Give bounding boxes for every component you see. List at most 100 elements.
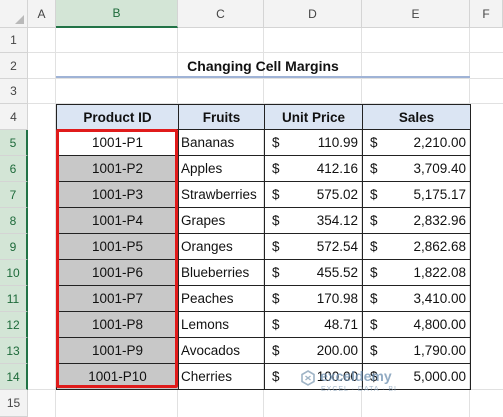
row-header-8[interactable]: 8 xyxy=(0,208,28,234)
product-id-cell[interactable]: 1001-P10 xyxy=(56,364,179,390)
row-header-15[interactable]: 15 xyxy=(0,390,28,417)
currency-symbol: $ xyxy=(370,291,378,306)
sales-cell[interactable]: $5,000.00 xyxy=(362,364,471,390)
sales-value: 3,410.00 xyxy=(413,291,466,306)
product-id-cell[interactable]: 1001-P4 xyxy=(56,208,179,234)
sales-value: 1,790.00 xyxy=(413,343,466,358)
unit-price-value: 48.71 xyxy=(324,317,358,332)
sheet-title[interactable]: Changing Cell Margins xyxy=(187,57,339,74)
unit-price-cell[interactable]: $170.98 xyxy=(264,286,363,312)
product-id-cell[interactable]: 1001-P5 xyxy=(56,234,179,260)
sales-cell[interactable]: $1,822.08 xyxy=(362,260,471,286)
sales-cell[interactable]: $4,800.00 xyxy=(362,312,471,338)
header-product-id[interactable]: Product ID xyxy=(56,104,179,130)
sales-cell[interactable]: $2,832.96 xyxy=(362,208,471,234)
currency-symbol: $ xyxy=(272,135,280,150)
fruit-cell[interactable]: Lemons xyxy=(178,312,265,338)
currency-symbol: $ xyxy=(272,317,280,332)
sales-value: 5,000.00 xyxy=(413,369,466,384)
row-header-4[interactable]: 4 xyxy=(0,104,28,130)
row-header-6[interactable]: 6 xyxy=(0,156,28,182)
row-header-10[interactable]: 10 xyxy=(0,260,28,286)
gridline xyxy=(28,78,503,79)
unit-price-value: 100.00 xyxy=(316,369,358,384)
product-id-cell[interactable]: 1001-P3 xyxy=(56,182,179,208)
sales-cell[interactable]: $5,175.17 xyxy=(362,182,471,208)
row-header-3[interactable]: 3 xyxy=(0,79,28,104)
currency-symbol: $ xyxy=(272,265,280,280)
row-header-14[interactable]: 14 xyxy=(0,364,28,390)
sales-cell[interactable]: $3,709.40 xyxy=(362,156,471,182)
fruit-cell[interactable]: Apples xyxy=(178,156,265,182)
column-header-f[interactable]: F xyxy=(470,0,503,28)
sales-cell[interactable]: $2,210.00 xyxy=(362,130,471,156)
column-header-a[interactable]: A xyxy=(28,0,56,28)
header-unit-price[interactable]: Unit Price xyxy=(264,104,363,130)
header-fruits[interactable]: Fruits xyxy=(178,104,265,130)
fruit-cell[interactable]: Peaches xyxy=(178,286,265,312)
unit-price-value: 200.00 xyxy=(316,343,358,358)
unit-price-cell[interactable]: $412.16 xyxy=(264,156,363,182)
header-sales[interactable]: Sales xyxy=(362,104,471,130)
fruit-cell[interactable]: Blueberries xyxy=(178,260,265,286)
select-all-triangle-icon xyxy=(15,15,24,24)
unit-price-value: 354.12 xyxy=(316,213,358,228)
unit-price-cell[interactable]: $575.02 xyxy=(264,182,363,208)
row-header-7[interactable]: 7 xyxy=(0,182,28,208)
sales-value: 2,862.68 xyxy=(413,239,466,254)
product-id-cell[interactable]: 1001-P8 xyxy=(56,312,179,338)
sales-cell[interactable]: $2,862.68 xyxy=(362,234,471,260)
currency-symbol: $ xyxy=(370,343,378,358)
fruit-cell[interactable]: Grapes xyxy=(178,208,265,234)
sales-value: 4,800.00 xyxy=(413,317,466,332)
currency-symbol: $ xyxy=(272,343,280,358)
row-header-12[interactable]: 12 xyxy=(0,312,28,338)
sales-cell[interactable]: $1,790.00 xyxy=(362,338,471,364)
fruit-cell[interactable]: Strawberries xyxy=(178,182,265,208)
sales-value: 2,832.96 xyxy=(413,213,466,228)
unit-price-cell[interactable]: $48.71 xyxy=(264,312,363,338)
fruit-cell[interactable]: Bananas xyxy=(178,130,265,156)
sales-value: 2,210.00 xyxy=(413,135,466,150)
row-header-1[interactable]: 1 xyxy=(0,28,28,53)
currency-symbol: $ xyxy=(272,161,280,176)
fruit-cell[interactable]: Avocados xyxy=(178,338,265,364)
sales-value: 1,822.08 xyxy=(413,265,466,280)
select-all-corner[interactable] xyxy=(0,0,28,28)
unit-price-cell[interactable]: $455.52 xyxy=(264,260,363,286)
unit-price-cell[interactable]: $354.12 xyxy=(264,208,363,234)
product-id-cell[interactable]: 1001-P7 xyxy=(56,286,179,312)
sales-cell[interactable]: $3,410.00 xyxy=(362,286,471,312)
fruit-cell[interactable]: Cherries xyxy=(178,364,265,390)
row-header-9[interactable]: 9 xyxy=(0,234,28,260)
unit-price-cell[interactable]: $110.99 xyxy=(264,130,363,156)
gridline xyxy=(28,103,503,104)
currency-symbol: $ xyxy=(370,239,378,254)
title-underline xyxy=(56,76,470,78)
column-header-e[interactable]: E xyxy=(362,0,470,28)
fruit-cell[interactable]: Oranges xyxy=(178,234,265,260)
row-header-13[interactable]: 13 xyxy=(0,338,28,364)
column-header-c[interactable]: C xyxy=(178,0,264,28)
column-header-b[interactable]: B xyxy=(56,0,178,28)
column-header-d[interactable]: D xyxy=(264,0,362,28)
unit-price-cell[interactable]: $572.54 xyxy=(264,234,363,260)
currency-symbol: $ xyxy=(370,187,378,202)
currency-symbol: $ xyxy=(370,317,378,332)
row-header-5[interactable]: 5 xyxy=(0,130,28,156)
product-id-cell[interactable]: 1001-P2 xyxy=(56,156,179,182)
gridline xyxy=(263,28,264,417)
row-header-11[interactable]: 11 xyxy=(0,286,28,312)
unit-price-value: 575.02 xyxy=(316,187,358,202)
unit-price-cell[interactable]: $100.00 xyxy=(264,364,363,390)
sales-value: 5,175.17 xyxy=(413,187,466,202)
gridline xyxy=(469,28,470,417)
product-id-cell[interactable]: 1001-P9 xyxy=(56,338,179,364)
unit-price-cell[interactable]: $200.00 xyxy=(264,338,363,364)
row-header-2[interactable]: 2 xyxy=(0,53,28,79)
product-id-cell[interactable]: 1001-P6 xyxy=(56,260,179,286)
product-id-cell[interactable]: 1001-P1 xyxy=(56,130,179,156)
unit-price-value: 412.16 xyxy=(316,161,358,176)
gridline xyxy=(28,52,503,53)
